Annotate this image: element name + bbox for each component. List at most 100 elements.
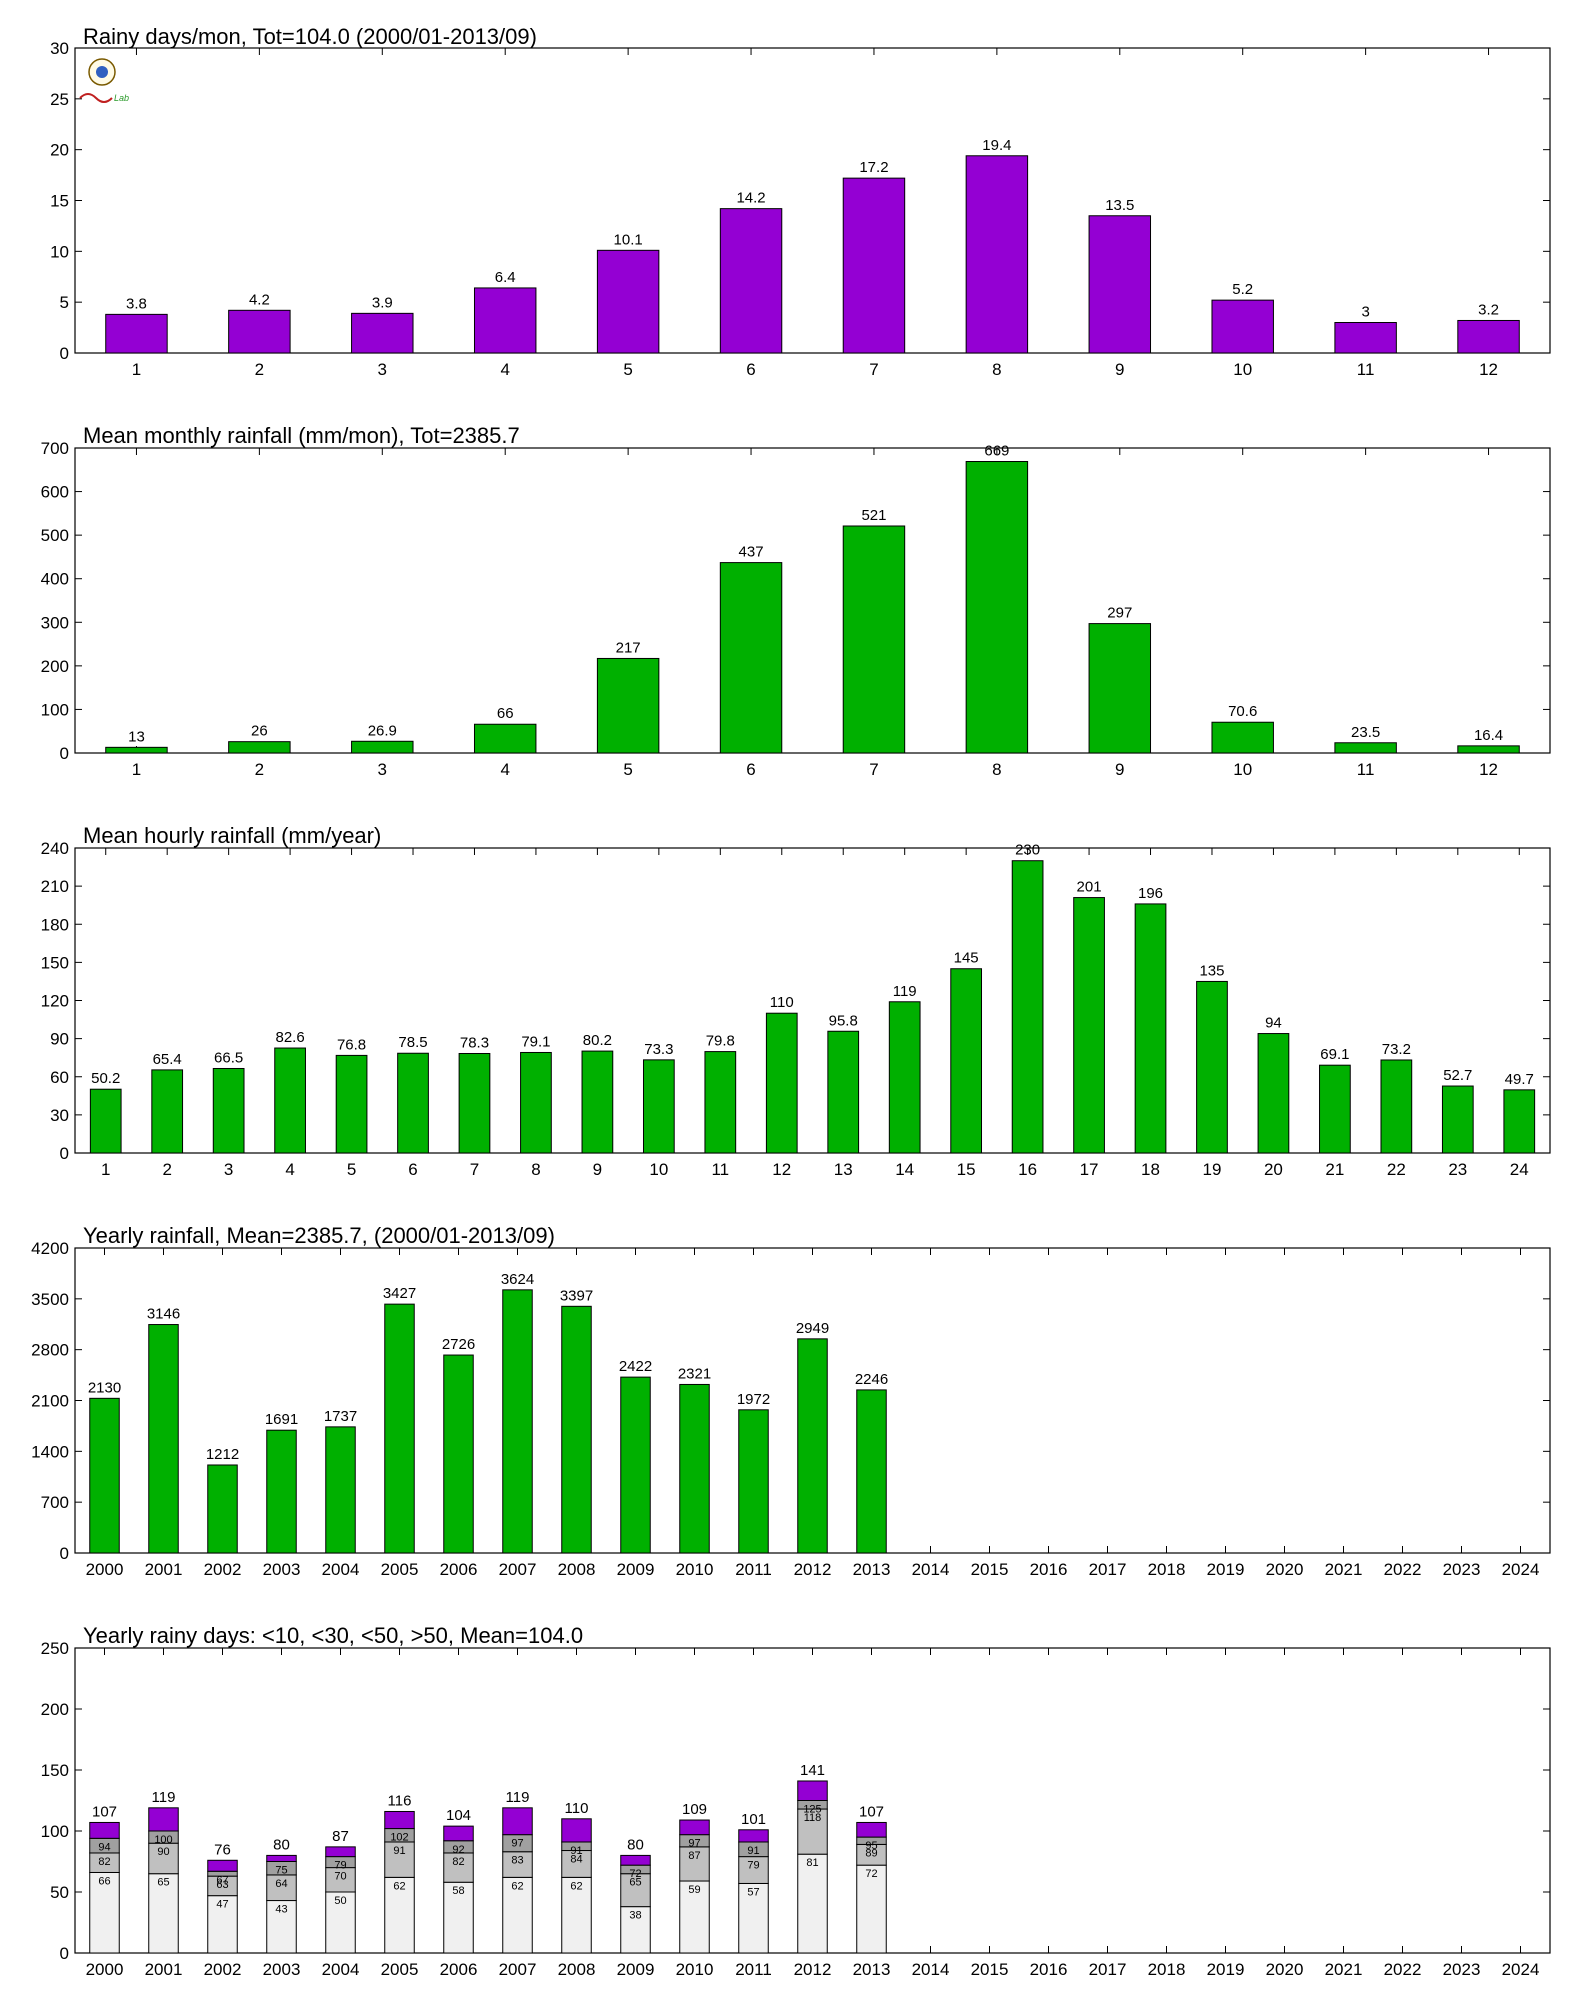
stack-level-label: 79 bbox=[747, 1860, 759, 1872]
bar-value-label: 3397 bbox=[560, 1287, 593, 1304]
stack-segment-total bbox=[502, 1807, 533, 1836]
stack-total-label: 80 bbox=[273, 1836, 290, 1853]
bar-value-label: 3.9 bbox=[372, 294, 393, 311]
bar-value-label: 1691 bbox=[265, 1411, 298, 1428]
y-tick-label: 60 bbox=[50, 1068, 69, 1087]
bar-value-label: 1212 bbox=[206, 1446, 239, 1463]
stack-level-label: 57 bbox=[747, 1886, 759, 1898]
x-tick-label: 2005 bbox=[381, 1960, 419, 1979]
x-tick-label: 2015 bbox=[971, 1960, 1009, 1979]
stack-level-label: 97 bbox=[688, 1838, 700, 1850]
logo-seal-center bbox=[96, 66, 108, 78]
x-tick-label: 2017 bbox=[1089, 1560, 1127, 1579]
mean-monthly-rainfall-chart: Mean monthly rainfall (mm/mon), Tot=2385… bbox=[41, 423, 1551, 779]
stack-segment-lt30 bbox=[797, 1808, 828, 1855]
stack-total-label: 107 bbox=[92, 1803, 117, 1820]
bar-value-label: 3.8 bbox=[126, 295, 147, 312]
x-tick-label: 2005 bbox=[381, 1560, 419, 1579]
x-tick-label: 2000 bbox=[86, 1960, 124, 1979]
bar-value-label: 196 bbox=[1138, 885, 1163, 902]
bar-value-label: 3 bbox=[1361, 304, 1369, 321]
bar-value-label: 16.4 bbox=[1474, 727, 1503, 744]
y-tick-label: 3500 bbox=[31, 1290, 69, 1309]
y-tick-label: 600 bbox=[41, 483, 69, 502]
bar-value-label: 2422 bbox=[619, 1358, 652, 1375]
bar-value-label: 78.3 bbox=[460, 1034, 489, 1051]
x-tick-label: 18 bbox=[1141, 1160, 1160, 1179]
bar bbox=[888, 1001, 921, 1154]
bar bbox=[719, 562, 783, 754]
stack-segment-lt30 bbox=[148, 1842, 179, 1875]
rainy-days-per-month-chart: Rainy days/mon, Tot=104.0 (2000/01-2013/… bbox=[50, 24, 1551, 379]
stack-segment-total bbox=[384, 1810, 415, 1830]
stack-level-label: 59 bbox=[688, 1884, 700, 1896]
y-tick-label: 200 bbox=[41, 657, 69, 676]
x-tick-label: 4 bbox=[285, 1160, 294, 1179]
plot-frame bbox=[74, 47, 1551, 354]
x-tick-label: 2001 bbox=[145, 1560, 183, 1579]
x-tick-label: 2007 bbox=[499, 1960, 537, 1979]
x-tick-label: 5 bbox=[623, 760, 632, 779]
stack-total-label: 80 bbox=[627, 1836, 644, 1853]
x-tick-label: 2018 bbox=[1148, 1960, 1186, 1979]
x-tick-label: 2006 bbox=[440, 1560, 478, 1579]
stack-level-label: 65 bbox=[157, 1877, 169, 1889]
x-tick-label: 11 bbox=[1357, 760, 1375, 779]
x-tick-label: 6 bbox=[746, 360, 755, 379]
x-tick-label: 10 bbox=[1233, 360, 1252, 379]
stack-segment-lt10 bbox=[148, 1873, 179, 1954]
y-tick-label: 30 bbox=[50, 1106, 69, 1125]
x-tick-label: 4 bbox=[500, 760, 509, 779]
bar-value-label: 2130 bbox=[88, 1379, 121, 1396]
x-tick-label: 11 bbox=[1357, 360, 1375, 379]
mean-hourly-rainfall-chart: Mean hourly rainfall (mm/year)0306090120… bbox=[41, 823, 1551, 1179]
stack-level-label: 81 bbox=[806, 1857, 818, 1869]
bar bbox=[1334, 742, 1397, 754]
y-tick-label: 700 bbox=[41, 439, 69, 458]
bar-value-label: 66 bbox=[497, 705, 514, 722]
bar-value-label: 145 bbox=[954, 950, 979, 967]
bar-value-label: 66.5 bbox=[214, 1049, 243, 1066]
bar bbox=[89, 1397, 120, 1554]
bar bbox=[520, 1051, 552, 1154]
x-tick-label: 2013 bbox=[853, 1560, 891, 1579]
stack-segment-total bbox=[797, 1780, 828, 1801]
stack-level-label: 83 bbox=[511, 1855, 523, 1867]
bar-value-label: 17.2 bbox=[859, 159, 888, 176]
bar-value-label: 82.6 bbox=[276, 1029, 305, 1046]
stack-segment-lt10 bbox=[738, 1882, 769, 1954]
stack-segment-lt10 bbox=[207, 1895, 238, 1954]
x-tick-label: 2021 bbox=[1325, 1560, 1363, 1579]
x-tick-label: 2016 bbox=[1030, 1560, 1068, 1579]
bar-value-label: 3427 bbox=[383, 1285, 416, 1302]
stack-total-label: 87 bbox=[332, 1828, 349, 1845]
bar-value-label: 201 bbox=[1077, 879, 1102, 896]
stack-total-label: 101 bbox=[741, 1811, 766, 1828]
y-tick-label: 100 bbox=[41, 1822, 69, 1841]
chart-title: Yearly rainy days: <10, <30, <50, >50, M… bbox=[83, 1623, 583, 1648]
x-tick-label: 2019 bbox=[1207, 1960, 1245, 1979]
stack-level-label: 91 bbox=[747, 1845, 759, 1857]
x-tick-label: 11 bbox=[711, 1160, 729, 1179]
stack-level-label: 92 bbox=[452, 1844, 464, 1856]
bar-value-label: 437 bbox=[739, 544, 764, 561]
bar bbox=[1011, 860, 1044, 1154]
bar bbox=[581, 1050, 614, 1154]
stack-level-label: 64 bbox=[275, 1878, 287, 1890]
x-tick-label: 13 bbox=[834, 1160, 853, 1179]
y-tick-label: 10 bbox=[50, 242, 69, 261]
y-tick-label: 0 bbox=[60, 1944, 69, 1963]
y-tick-label: 1400 bbox=[31, 1442, 69, 1461]
x-tick-label: 2003 bbox=[263, 1960, 301, 1979]
x-tick-label: 2012 bbox=[794, 1960, 832, 1979]
bar bbox=[1211, 721, 1274, 754]
bar-value-label: 79.8 bbox=[706, 1033, 735, 1050]
bar bbox=[719, 208, 783, 354]
bar-value-label: 2726 bbox=[442, 1336, 475, 1353]
x-tick-label: 8 bbox=[992, 360, 1001, 379]
x-tick-label: 2004 bbox=[322, 1560, 360, 1579]
bar bbox=[1503, 1089, 1536, 1154]
y-tick-label: 200 bbox=[41, 1700, 69, 1719]
bar bbox=[561, 1305, 592, 1554]
bar-value-label: 135 bbox=[1199, 962, 1224, 979]
